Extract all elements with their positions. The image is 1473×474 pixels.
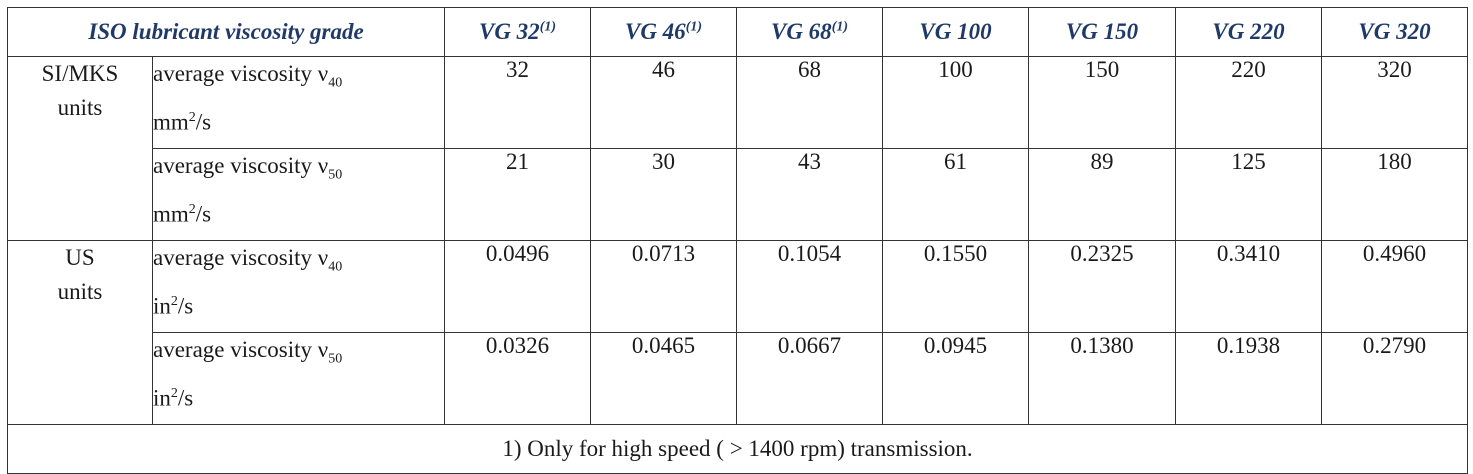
grade-header: VG 100 [882, 7, 1029, 57]
group-label: SI/MKS units [7, 56, 153, 241]
footnote: 1) Only for high speed ( > 1400 rpm) tra… [7, 424, 1468, 474]
table-cell: 68 [736, 56, 883, 149]
table-title: ISO lubricant viscosity grade [7, 7, 445, 57]
table-cell: 0.4960 [1321, 240, 1468, 333]
grade-header: VG 68(1) [736, 7, 883, 57]
table-row: average viscosity ν50 in2/s 0.0326 0.0465… [8, 332, 1468, 425]
table-cell: 220 [1175, 56, 1322, 149]
header-row: ISO lubricant viscosity grade VG 32(1) V… [7, 7, 1468, 57]
table-cell: 0.0667 [736, 332, 883, 425]
footnote-row: 1) Only for high speed ( > 1400 rpm) tra… [7, 424, 1468, 474]
row-label: average viscosity ν40 in2/s [152, 240, 445, 333]
table-cell: 0.0713 [590, 240, 737, 333]
grade-header: VG 150 [1028, 7, 1176, 57]
grade-header: VG 220 [1175, 7, 1322, 57]
grade-header: VG 32(1) [444, 7, 591, 57]
table-cell: 0.0465 [590, 332, 737, 425]
group-label: US units [7, 240, 153, 425]
table-cell: 21 [444, 148, 591, 241]
table-cell: 61 [882, 148, 1029, 241]
table-cell: 30 [590, 148, 737, 241]
table-cell: 180 [1321, 148, 1468, 241]
table-cell: 0.1380 [1028, 332, 1176, 425]
table-cell: 0.2790 [1321, 332, 1468, 425]
grade-header: VG 46(1) [590, 7, 737, 57]
row-label: average viscosity ν50 in2/s [152, 332, 445, 425]
table-cell: 46 [590, 56, 737, 149]
table-cell: 0.0496 [444, 240, 591, 333]
table-cell: 43 [736, 148, 883, 241]
table-cell: 0.1054 [736, 240, 883, 333]
table-row: US units average viscosity ν40 in2/s 0.049… [7, 240, 1468, 425]
row-label: average viscosity ν50 mm2/s [152, 148, 445, 241]
table-cell: 89 [1028, 148, 1176, 241]
table-cell: 125 [1175, 148, 1322, 241]
row-label: average viscosity ν40 mm2/s [152, 56, 445, 149]
table-cell: 0.1550 [882, 240, 1029, 333]
table-cell: 0.0945 [882, 332, 1029, 425]
table-cell: 0.3410 [1175, 240, 1322, 333]
table-cell: 0.0326 [444, 332, 591, 425]
table-row: SI/MKS units average viscosity ν40 mm2/s 3… [7, 56, 1468, 241]
grade-header: VG 320 [1321, 7, 1468, 57]
table-cell: 0.2325 [1028, 240, 1176, 333]
table-row: average viscosity ν50 mm2/s 21 30 43 61 8… [8, 148, 1468, 241]
table-cell: 32 [444, 56, 591, 149]
table-cell: 100 [882, 56, 1029, 149]
viscosity-grade-table: ISO lubricant viscosity grade VG 32(1) V… [7, 7, 1468, 474]
table-cell: 320 [1321, 56, 1468, 149]
table-cell: 0.1938 [1175, 332, 1322, 425]
table-cell: 150 [1028, 56, 1176, 149]
